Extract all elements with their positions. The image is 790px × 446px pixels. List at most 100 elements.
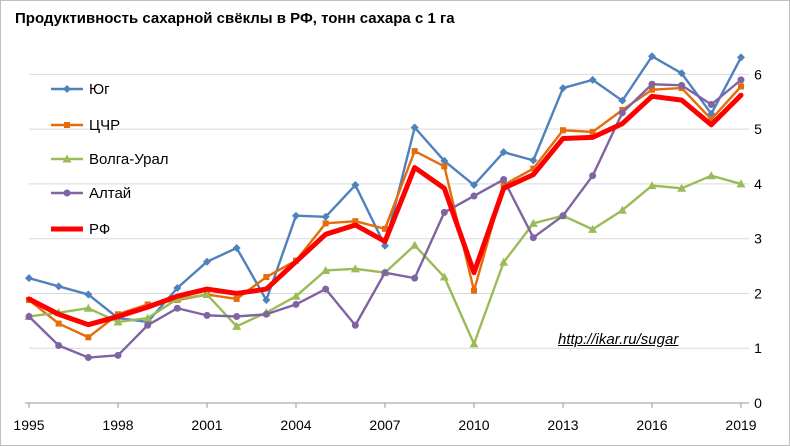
series-line-3	[27, 78, 743, 359]
x-tick-label: 2013	[547, 417, 578, 433]
data-point	[500, 176, 508, 184]
data-point	[649, 86, 655, 93]
data-point	[589, 128, 596, 135]
legend-marker-0	[63, 85, 71, 93]
data-point	[738, 83, 744, 90]
data-point	[736, 179, 746, 188]
data-point	[499, 257, 509, 266]
data-point	[321, 212, 330, 221]
x-tick-label: 2010	[458, 417, 489, 433]
data-point	[677, 69, 686, 78]
y-tick-label: 6	[754, 66, 762, 82]
data-point	[263, 274, 270, 281]
data-point	[85, 334, 92, 341]
data-point	[529, 234, 537, 242]
data-point	[55, 320, 62, 327]
data-point	[381, 241, 389, 250]
data-point	[55, 341, 63, 349]
x-tick-label: 1995	[13, 417, 44, 433]
data-point	[144, 301, 151, 308]
data-point	[617, 205, 627, 214]
y-tick-label: 1	[754, 340, 762, 356]
data-point	[589, 172, 597, 180]
data-point	[233, 295, 240, 302]
data-point	[351, 321, 359, 329]
data-point	[351, 181, 360, 190]
data-point	[203, 311, 211, 319]
data-point	[322, 220, 329, 227]
data-point	[25, 274, 33, 283]
legend-label-0: Юг	[89, 81, 110, 98]
data-point	[232, 321, 242, 330]
data-point	[292, 211, 300, 220]
data-point	[232, 244, 241, 253]
data-point	[439, 272, 449, 281]
series-line-2	[27, 174, 743, 346]
data-point	[173, 283, 182, 292]
data-point	[618, 96, 627, 105]
legend-marker-3	[63, 189, 71, 197]
data-point	[203, 257, 211, 266]
data-point	[84, 290, 93, 299]
x-tick-label: 2004	[280, 417, 311, 433]
data-point	[706, 171, 716, 180]
y-tick-label: 4	[754, 176, 762, 192]
data-point	[233, 312, 241, 320]
data-point	[262, 296, 271, 305]
data-point	[648, 52, 656, 61]
x-tick-label: 1998	[102, 417, 133, 433]
data-point	[352, 218, 359, 225]
series-line-0	[27, 55, 743, 324]
legend-label-3: Алтай	[89, 185, 131, 202]
legend-label-2: Волга-Урал	[89, 151, 169, 168]
data-point	[262, 310, 270, 318]
data-point	[500, 182, 507, 189]
data-point	[677, 183, 687, 192]
data-point	[588, 75, 597, 84]
data-point	[737, 53, 745, 62]
data-point	[648, 80, 656, 88]
data-point	[618, 109, 626, 117]
data-point	[114, 351, 122, 359]
data-point	[291, 291, 301, 300]
x-tick-label: 2019	[725, 417, 756, 433]
data-point	[707, 101, 715, 109]
x-tick-label: 2001	[191, 417, 222, 433]
data-point	[411, 148, 418, 155]
data-point	[382, 225, 388, 232]
data-point	[469, 339, 479, 348]
source-link[interactable]: http://ikar.ru/sugar	[558, 331, 679, 348]
data-point	[411, 274, 419, 282]
data-point	[559, 212, 567, 220]
data-point	[560, 127, 566, 134]
data-point	[321, 265, 331, 274]
data-point	[173, 304, 181, 312]
data-point	[410, 240, 420, 249]
data-point	[499, 148, 508, 157]
data-point	[529, 156, 538, 165]
chart-title: Продуктивность сахарной свёклы в РФ, тон…	[15, 10, 455, 27]
data-point	[530, 165, 537, 172]
data-point	[84, 354, 92, 362]
series-line-4	[26, 92, 744, 328]
legend-marker-1	[64, 122, 70, 128]
data-point	[528, 218, 538, 227]
y-tick-label: 2	[754, 285, 762, 301]
data-point	[440, 156, 449, 165]
data-point	[410, 123, 419, 132]
data-point	[737, 76, 745, 84]
data-point	[678, 81, 686, 89]
y-tick-label: 5	[754, 121, 762, 137]
data-point	[559, 84, 567, 93]
data-point	[350, 264, 360, 273]
data-point	[144, 321, 152, 329]
series-line-1	[27, 85, 743, 339]
legend-label-1: ЦЧР	[89, 117, 120, 134]
data-point	[471, 287, 477, 294]
data-point	[588, 224, 598, 233]
data-point	[381, 269, 389, 277]
data-point	[470, 192, 478, 200]
data-point	[322, 285, 330, 293]
